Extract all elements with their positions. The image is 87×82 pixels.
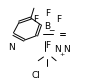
Text: +: + [60,52,65,57]
Text: B: B [44,22,50,31]
Text: F: F [57,15,62,24]
Text: F: F [45,41,50,50]
Text: F: F [33,15,38,24]
Text: F: F [45,9,50,18]
Text: −: − [48,26,55,35]
Text: N: N [54,45,61,54]
Text: N: N [8,43,15,52]
Text: Cl: Cl [31,71,40,80]
Text: N: N [64,45,70,54]
